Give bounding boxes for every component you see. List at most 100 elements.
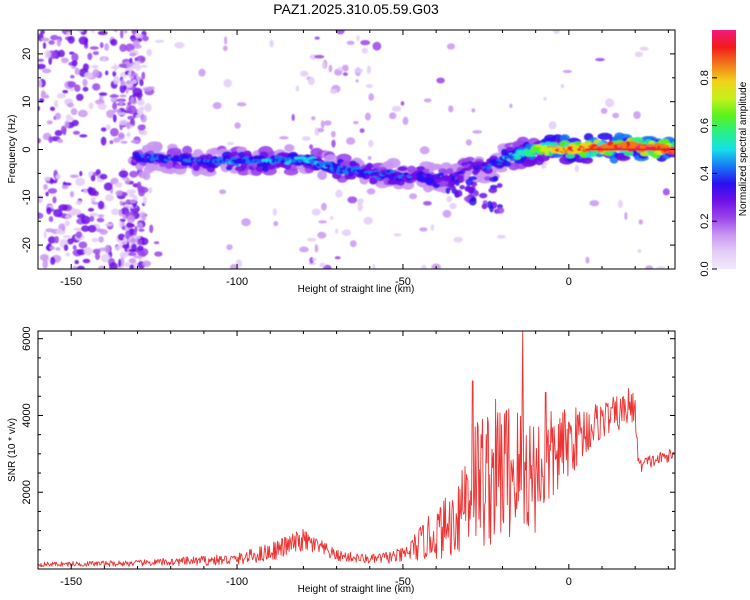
- noise-blob: [421, 264, 427, 269]
- noise-blob: [638, 219, 643, 225]
- noise-blob: [589, 200, 600, 207]
- noise-blob: [331, 131, 336, 138]
- noise-blob: [116, 112, 127, 116]
- noise-blob: [120, 81, 127, 86]
- noise-blob: [100, 253, 111, 263]
- noise-blob: [125, 230, 131, 240]
- noise-blob: [62, 235, 72, 239]
- noise-blob: [84, 72, 94, 79]
- x-tick-label: -150: [60, 576, 82, 588]
- ridge-blob: [184, 155, 190, 160]
- noise-blob: [312, 257, 317, 262]
- noise-blob: [139, 130, 148, 136]
- noise-blob: [79, 170, 83, 177]
- noise-blob: [38, 63, 46, 70]
- noise-blob: [89, 46, 99, 50]
- noise-blob: [83, 247, 93, 256]
- ridge-blob: [472, 190, 479, 197]
- noise-blob: [357, 198, 364, 205]
- noise-blob: [71, 119, 79, 127]
- ridge-blob: [192, 164, 200, 172]
- noise-blob: [76, 30, 84, 33]
- noise-blob: [222, 45, 228, 52]
- noise-blob: [144, 103, 152, 113]
- noise-blob: [335, 30, 345, 35]
- noise-blob: [82, 78, 88, 87]
- noise-blob: [42, 42, 47, 49]
- noise-blob: [472, 130, 483, 134]
- noise-blob: [361, 47, 369, 54]
- noise-blob: [153, 241, 160, 245]
- noise-blob: [430, 224, 435, 231]
- noise-blob: [112, 109, 121, 113]
- noise-blob: [123, 85, 127, 91]
- noise-blob: [368, 93, 375, 101]
- noise-blob: [347, 196, 358, 204]
- noise-blob: [342, 72, 348, 76]
- noise-blob: [97, 200, 105, 210]
- noise-blob: [90, 174, 96, 182]
- noise-blob: [75, 177, 85, 186]
- noise-blob: [44, 94, 50, 99]
- noise-blob: [423, 201, 432, 206]
- ridge-blob: [317, 170, 328, 180]
- noise-blob: [236, 102, 247, 107]
- noise-blob: [110, 127, 119, 137]
- y-tick-label: 6000: [21, 326, 33, 350]
- noise-blob: [87, 224, 97, 233]
- snr-frame: [37, 330, 676, 570]
- noise-blob: [227, 142, 235, 146]
- noise-blob: [600, 107, 608, 114]
- noise-blob: [118, 209, 122, 217]
- ridge-blob: [489, 176, 498, 182]
- noise-blob: [105, 194, 114, 202]
- noise-blob: [76, 93, 84, 101]
- noise-blob: [637, 249, 642, 253]
- x-tick-label: -100: [226, 576, 248, 588]
- noise-blob: [61, 226, 65, 231]
- noise-blob: [126, 189, 136, 195]
- snr-panel: -150 -100 -50 0 2000 4000 6000 Height of strai…: [7, 326, 676, 595]
- y-tick-label: 20: [21, 48, 33, 60]
- spectrogram-x-axis-label: Height of straight line (km): [298, 284, 415, 295]
- noise-blob: [366, 84, 373, 89]
- ridge-blob: [488, 187, 498, 194]
- noise-blob: [174, 42, 185, 49]
- ridge-blob: [467, 186, 475, 194]
- noise-blob: [224, 36, 228, 45]
- noise-blob: [74, 67, 80, 75]
- noise-blob: [367, 156, 372, 160]
- noise-blob: [110, 38, 118, 46]
- ridge-blob: [369, 177, 378, 185]
- noise-blob: [99, 229, 108, 235]
- noise-blob: [140, 57, 145, 61]
- noise-blob: [126, 222, 133, 228]
- noise-blob: [87, 52, 93, 61]
- noise-blob: [76, 249, 87, 256]
- noise-blob: [141, 212, 147, 221]
- noise-blob: [119, 100, 123, 107]
- noise-blob: [291, 114, 295, 121]
- noise-blob: [75, 231, 83, 239]
- ridge-blob: [465, 178, 474, 186]
- ridge-blob: [450, 175, 455, 182]
- noise-blob: [64, 220, 71, 227]
- noise-blob: [562, 69, 573, 74]
- noise-blob: [61, 57, 69, 64]
- noise-blob: [65, 252, 71, 257]
- noise-blob: [442, 209, 452, 218]
- noise-blob: [128, 252, 137, 257]
- noise-blob: [70, 108, 78, 116]
- noise-blob: [92, 51, 99, 56]
- noise-blob: [105, 124, 111, 131]
- noise-blob: [91, 237, 99, 243]
- noise-blob: [126, 215, 135, 224]
- noise-blob: [100, 136, 107, 146]
- noise-blob: [71, 52, 79, 62]
- noise-blob: [44, 50, 51, 59]
- noise-blob: [311, 116, 316, 121]
- noise-blob: [146, 86, 155, 90]
- noise-blob: [112, 114, 117, 123]
- noise-blob: [48, 216, 54, 223]
- noise-blob: [306, 237, 317, 242]
